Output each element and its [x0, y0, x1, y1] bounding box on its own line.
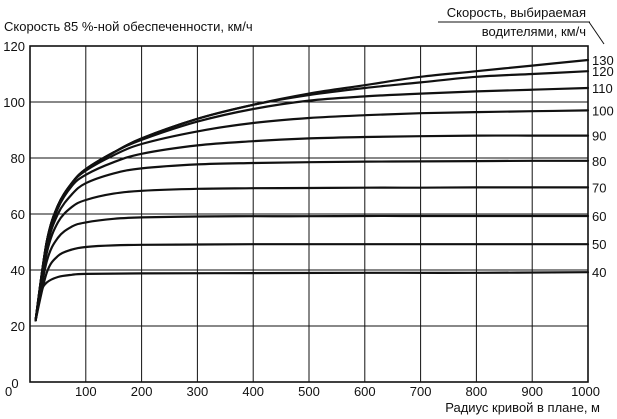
y-tick-label: 0	[11, 376, 18, 391]
y-tick-label: 60	[11, 207, 25, 222]
series-label-100: 100	[592, 103, 614, 118]
series-label-80: 80	[592, 154, 606, 169]
y-axis-title: Скорость 85 %-ной обеспеченности, км/ч	[4, 19, 253, 34]
x-tick-label: 700	[410, 384, 432, 399]
series-label-110: 110	[592, 81, 613, 96]
y-tick-label: 40	[11, 263, 25, 278]
series-label-130: 130	[592, 53, 614, 68]
x-tick-label: 900	[521, 384, 543, 399]
x-axis-title: Радиус кривой в плане, м	[445, 400, 600, 415]
y-tick-labels: 20 40 60 80 100 120 0	[3, 39, 25, 391]
series-label-90: 90	[592, 129, 606, 144]
x-tick-label: 0	[5, 384, 12, 399]
series-line-100	[34, 109, 590, 322]
x-tick-label: 400	[242, 384, 264, 399]
x-tick-label: 1000	[571, 384, 600, 399]
x-tick-label: 300	[187, 384, 209, 399]
x-tick-label: 100	[75, 384, 97, 399]
series-line-50	[34, 243, 590, 322]
legend-title-leader	[588, 21, 605, 45]
series-line-80	[34, 159, 590, 322]
series-line-60	[34, 214, 590, 322]
grid-lines	[30, 46, 588, 382]
y-tick-label: 100	[3, 95, 25, 110]
plot-frame	[29, 45, 589, 383]
legend-title-line-1: Скорость, выбираемая	[447, 5, 586, 20]
x-tick-labels: 0 100 200 300 400 500 600 700 800 900 1000	[5, 384, 600, 399]
x-tick-label: 500	[298, 384, 320, 399]
y-tick-label: 120	[3, 39, 25, 54]
series-line-40	[34, 271, 590, 322]
y-tick-label: 80	[11, 151, 25, 166]
x-tick-label: 200	[131, 384, 153, 399]
series-label-120: 120	[592, 64, 614, 79]
series-lines	[34, 58, 590, 322]
x-tick-label: 800	[466, 384, 488, 399]
series-line-70	[34, 186, 590, 322]
series-label-40: 40	[592, 265, 606, 280]
series-line-90	[34, 134, 590, 322]
x-tick-label: 600	[354, 384, 376, 399]
y-tick-label: 20	[11, 319, 25, 334]
series-label-70: 70	[592, 180, 606, 195]
legend-title-line-2: водителями, км/ч	[482, 24, 586, 39]
series-label-50: 50	[592, 237, 606, 252]
series-label-60: 60	[592, 209, 606, 224]
